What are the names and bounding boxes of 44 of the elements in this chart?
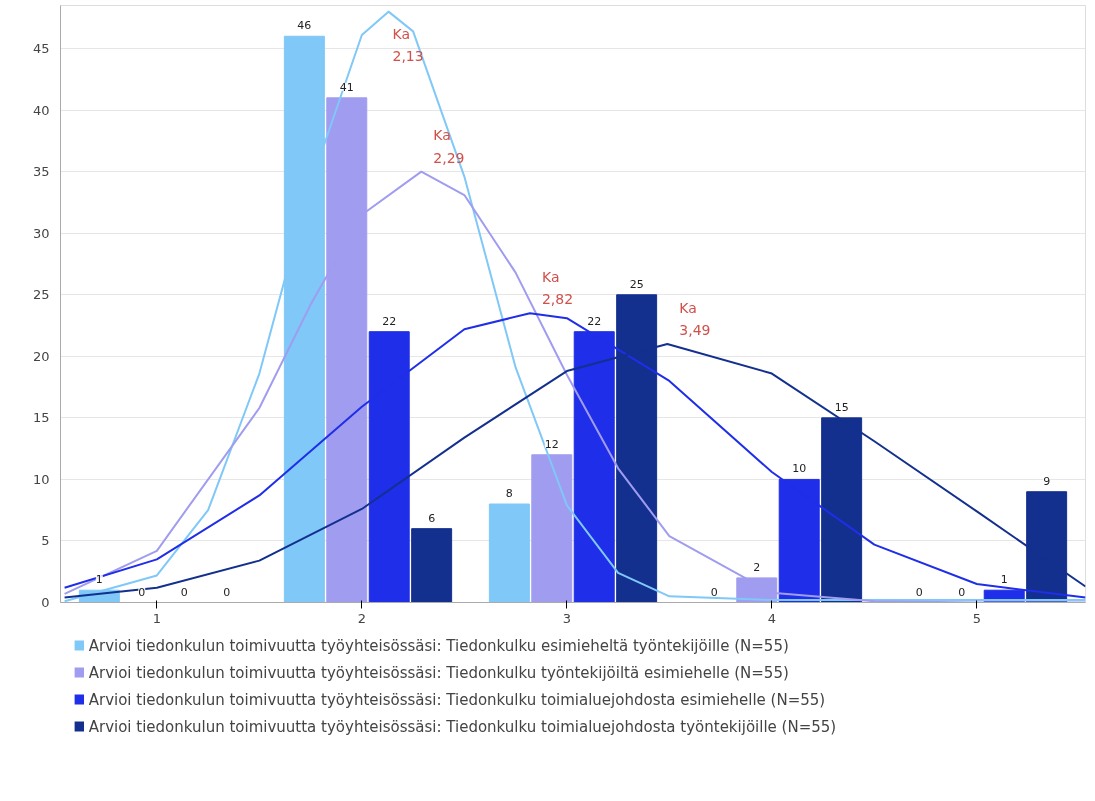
data-label: 0 <box>958 585 966 599</box>
data-label: 1 <box>95 573 103 587</box>
data-label: 0 <box>138 585 146 599</box>
legend-label: Arvioi tiedonkulun toimivuutta työyhteisössäsi: Tiedonkulku toimialuejohdosta esimiehelle (N=55) <box>88 690 826 709</box>
annotation: Ka 3,49 <box>679 299 711 339</box>
bar <box>411 528 453 603</box>
x-tick-label: 2 <box>357 610 366 626</box>
data-label: 9 <box>1043 474 1051 488</box>
x-tick-label: 1 <box>152 610 161 626</box>
data-label: 2 <box>753 560 761 574</box>
y-tick-label: 5 <box>41 533 50 549</box>
data-label: 0 <box>915 585 923 599</box>
data-label: 8 <box>505 487 513 501</box>
y-tick-label: 0 <box>41 595 50 610</box>
bar <box>531 454 573 603</box>
y-tick-label: 15 <box>32 410 50 426</box>
data-label: 10 <box>792 462 807 476</box>
x-tick-label: 5 <box>972 610 981 626</box>
data-label: 15 <box>834 400 849 414</box>
y-tick-label: 40 <box>32 102 50 118</box>
data-label: 25 <box>629 277 644 291</box>
legend-label: Arvioi tiedonkulun toimivuutta työyhteisössäsi: Tiedonkulku esimieheltä työntekijöille (N=55) <box>88 636 789 655</box>
data-label: 41 <box>339 80 354 94</box>
data-label: 22 <box>587 314 602 328</box>
legend-label: Arvioi tiedonkulun toimivuutta työyhteisössäsi: Tiedonkulku toimialuejohdosta työntekijöille (N=55) <box>88 717 837 736</box>
data-label: 0 <box>223 585 231 599</box>
data-label: 22 <box>382 314 397 328</box>
data-label: 0 <box>710 585 718 599</box>
y-tick-label: 20 <box>32 348 50 364</box>
y-tick-label: 30 <box>32 225 50 241</box>
y-tick-label: 45 <box>32 41 50 57</box>
x-tick-label: 3 <box>562 610 571 626</box>
y-tick-label: 35 <box>32 164 50 180</box>
annotation: Ka 2,82 <box>541 268 574 308</box>
data-label: 1 <box>1000 573 1008 587</box>
data-label: 6 <box>428 511 436 525</box>
y-tick-label: 10 <box>32 471 50 487</box>
y-tick-label: 25 <box>32 287 50 303</box>
data-label: 12 <box>544 437 559 451</box>
data-label: 46 <box>297 19 312 33</box>
x-tick-label: 4 <box>767 610 776 626</box>
legend-label: Arvioi tiedonkulun toimivuutta työyhteisössäsi: Tiedonkulku työntekijöiltä esimiehelle (N=55) <box>88 663 789 682</box>
data-label: 0 <box>180 585 188 599</box>
bar <box>488 503 530 603</box>
